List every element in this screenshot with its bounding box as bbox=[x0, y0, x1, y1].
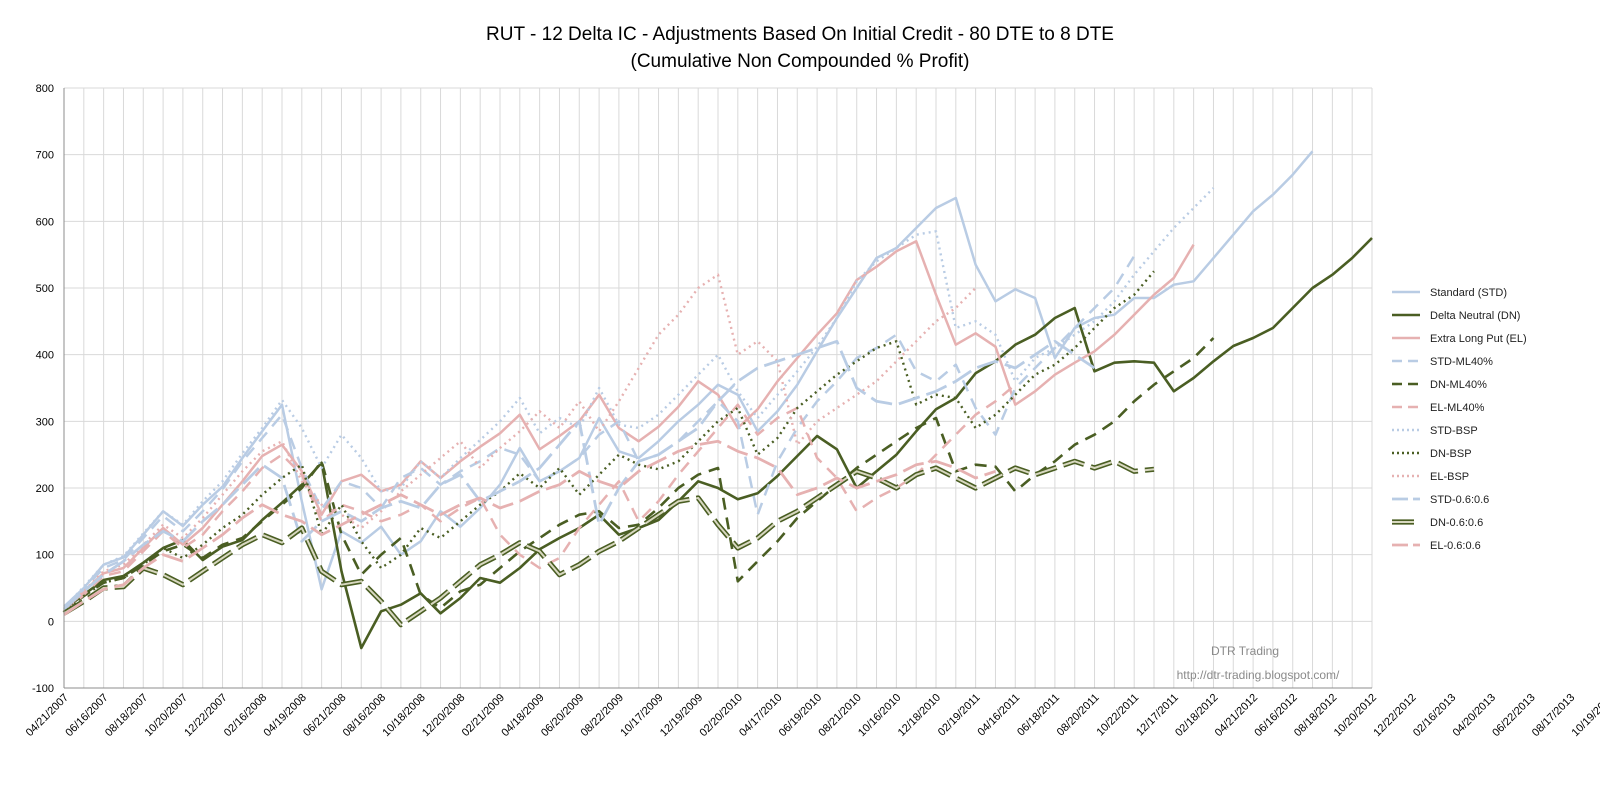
axis-layer: -100010020030040050060070080004/21/20070… bbox=[24, 83, 1600, 739]
x-tick-label: 12/18/2010 bbox=[896, 692, 943, 739]
series-layer bbox=[62, 150, 1373, 650]
legend: Standard (STD) Delta Neutral (DN) Extra Lo… bbox=[1392, 287, 1527, 552]
y-tick-label: 600 bbox=[36, 216, 54, 228]
legend-label-std-ml40: STD-ML40% bbox=[1430, 356, 1493, 368]
series-line-el-bsp bbox=[63, 273, 977, 613]
series-line-standard-std bbox=[63, 150, 1314, 608]
chart-title: RUT - 12 Delta IC - Adjustments Based On… bbox=[486, 24, 1114, 45]
legend-label-std-bsp: STD-BSP bbox=[1430, 425, 1478, 437]
y-tick-label: -100 bbox=[32, 683, 54, 695]
y-tick-label: 200 bbox=[36, 483, 54, 495]
legend-label-standard-std: Standard (STD) bbox=[1430, 287, 1507, 299]
legend-label-dn-ml40: DN-ML40% bbox=[1430, 379, 1487, 391]
grid-lines bbox=[63, 87, 1373, 689]
series-line-dn-ml40 bbox=[63, 337, 1215, 613]
legend-label-dn-0-6-0-6: DN-0.6:0.6 bbox=[1430, 517, 1483, 529]
chart-subtitle: (Cumulative Non Compounded % Profit) bbox=[631, 51, 970, 72]
y-tick-label: 800 bbox=[36, 83, 54, 95]
y-tick-label: 300 bbox=[36, 416, 54, 428]
y-tick-label: 0 bbox=[48, 616, 54, 628]
y-tick-label: 100 bbox=[36, 550, 54, 562]
legend-label-el-ml40: EL-ML40% bbox=[1430, 402, 1485, 414]
watermark-url: http://dtr-trading.blogspot.com/ bbox=[1177, 668, 1340, 682]
series-line-dn-0-6-0-6 bbox=[63, 460, 1155, 626]
y-tick-label: 700 bbox=[36, 150, 54, 162]
legend-label-el-bsp: EL-BSP bbox=[1430, 471, 1469, 483]
watermark-name: DTR Trading bbox=[1211, 644, 1279, 658]
series-line-std-ml40 bbox=[63, 255, 1136, 609]
series-line-delta-neutral-dn bbox=[63, 237, 1373, 650]
y-tick-label: 400 bbox=[36, 350, 54, 362]
series-line-extra-long-put-el bbox=[63, 240, 1195, 613]
legend-label-delta-neutral-dn: Delta Neutral (DN) bbox=[1430, 310, 1520, 322]
series-line-std-0-6-0-6 bbox=[63, 339, 1096, 611]
series-line-dn-bsp bbox=[63, 270, 1155, 612]
legend-label-std-0-6-0-6: STD-0.6:0.6 bbox=[1430, 494, 1489, 506]
series-line-el-0-6-0-6 bbox=[63, 439, 996, 616]
legend-label-extra-long-put-el: Extra Long Put (EL) bbox=[1430, 333, 1527, 345]
legend-label-el-0-6-0-6: EL-0.6:0.6 bbox=[1430, 540, 1481, 552]
legend-label-dn-bsp: DN-BSP bbox=[1430, 448, 1472, 460]
series-line-std-bsp bbox=[63, 187, 1215, 609]
series-line-el-ml40 bbox=[63, 383, 1017, 615]
y-tick-label: 500 bbox=[36, 283, 54, 295]
